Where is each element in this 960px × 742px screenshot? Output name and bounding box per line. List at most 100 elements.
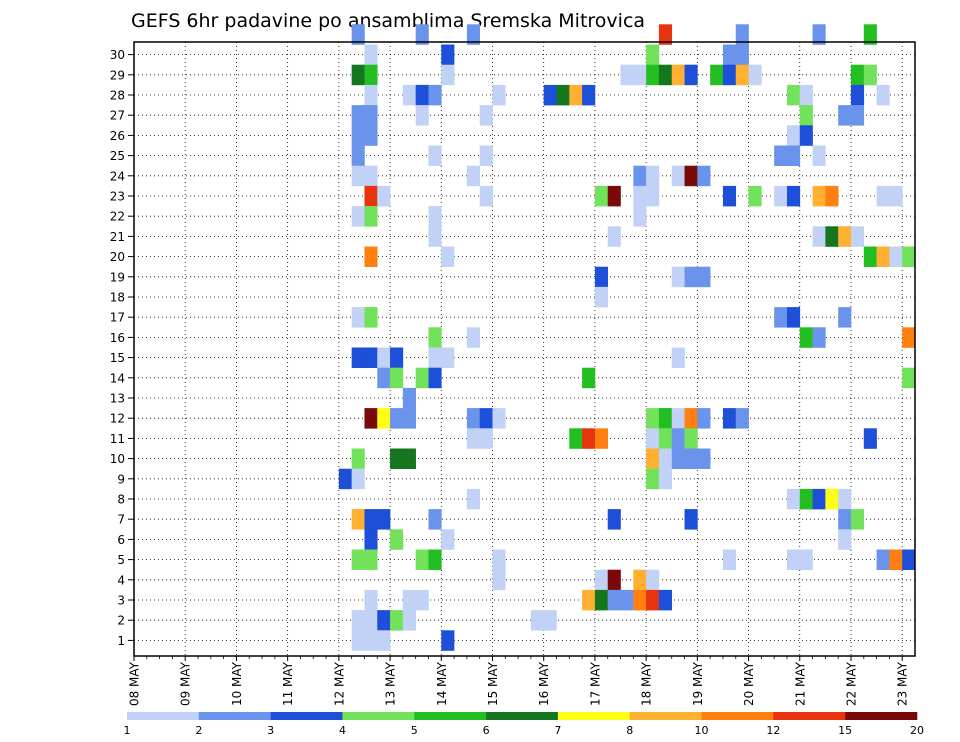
y-tick-label: 27 <box>110 109 125 123</box>
heatmap-cell <box>902 246 916 267</box>
heatmap-cell <box>620 64 634 86</box>
heatmap-cell <box>351 509 365 530</box>
heatmap-cell <box>671 347 685 368</box>
heatmap-cell <box>402 589 416 611</box>
heatmap-cell <box>428 206 442 227</box>
heatmap-cell <box>633 569 647 591</box>
heatmap-cell <box>684 64 698 86</box>
heatmap-cell <box>722 44 737 65</box>
heatmap-cell <box>530 610 544 631</box>
heatmap-cell <box>402 84 416 106</box>
heatmap-cell <box>799 327 813 348</box>
heatmap-cell <box>786 185 801 207</box>
x-tick-label: 08 MAY <box>128 661 142 706</box>
legend-swatch <box>557 712 631 720</box>
heatmap-cell <box>402 408 416 429</box>
heatmap-cell <box>697 266 711 288</box>
heatmap-cell <box>646 408 660 429</box>
x-tick-label: 15 MAY <box>486 661 500 706</box>
heatmap-cell <box>364 509 378 530</box>
heatmap-cell <box>710 64 724 86</box>
x-tick-label: 13 MAY <box>384 661 398 706</box>
legend-label: 10 <box>695 724 709 737</box>
heatmap-cell <box>658 448 673 469</box>
x-tick-label: 11 MAY <box>281 661 295 706</box>
heatmap-cell <box>582 84 596 106</box>
heatmap-cell <box>607 185 621 207</box>
heatmap-cell <box>377 367 391 389</box>
heatmap-cell <box>684 165 698 187</box>
y-tick-label: 2 <box>117 614 125 628</box>
heatmap-cell <box>658 408 673 429</box>
y-axis: 1234567891011121314151617181920212223242… <box>110 48 134 648</box>
heatmap-cell <box>415 549 429 570</box>
heatmap-cell <box>799 84 813 106</box>
heatmap-cell <box>594 286 609 308</box>
heatmap-cell <box>594 266 609 288</box>
heatmap-cell <box>415 84 429 106</box>
legend-label: 7 <box>554 724 561 737</box>
heatmap-cell <box>607 569 621 591</box>
heatmap-cell <box>543 610 557 631</box>
heatmap-cell <box>364 246 378 267</box>
heatmap-cell <box>902 367 916 389</box>
heatmap-cell <box>607 509 621 530</box>
y-tick-label: 21 <box>110 230 125 244</box>
heatmap-cell <box>466 165 480 187</box>
heatmap-cell <box>671 408 685 429</box>
legend-label: 20 <box>910 724 924 737</box>
y-tick-label: 1 <box>117 634 125 648</box>
heatmap-cell <box>364 549 378 570</box>
heatmap-cell <box>492 84 506 106</box>
y-tick-label: 9 <box>117 472 125 486</box>
heatmap-cell <box>646 64 660 86</box>
heatmap-cell <box>850 105 865 126</box>
heatmap-cell <box>594 569 609 591</box>
heatmap-cell <box>351 610 365 631</box>
heatmap-cell <box>799 488 813 510</box>
legend-swatch <box>486 712 559 720</box>
heatmap-cell <box>351 468 365 490</box>
legend-swatch <box>773 712 846 720</box>
heatmap-cell <box>377 610 391 631</box>
heatmap-cell <box>351 206 365 227</box>
y-tick-label: 5 <box>117 553 125 567</box>
heatmap-cell <box>364 347 378 368</box>
legend-swatch <box>701 712 774 720</box>
legend-swatch <box>414 712 487 720</box>
heatmap-cell <box>850 84 865 106</box>
legend-label: 4 <box>339 724 346 737</box>
heatmap-cell <box>466 24 480 45</box>
heatmap-cell <box>697 165 711 187</box>
heatmap-cell <box>799 125 813 146</box>
heatmap-cell <box>351 549 365 570</box>
heatmap-cell <box>786 488 801 510</box>
heatmap-cell <box>364 64 378 86</box>
heatmap-cell <box>364 408 378 429</box>
y-tick-label: 18 <box>110 291 125 305</box>
heatmap-cell <box>428 509 442 530</box>
heatmap-cell <box>428 226 442 247</box>
heatmap-cell <box>697 408 711 429</box>
heatmap-cell <box>748 185 762 207</box>
heatmap-cell <box>671 64 685 86</box>
heatmap-cell <box>722 64 737 86</box>
heatmap-cell <box>658 468 673 490</box>
y-tick-label: 13 <box>110 392 125 406</box>
heatmap-cell <box>633 589 647 611</box>
heatmap-cell <box>377 408 391 429</box>
heatmap-cell <box>825 226 839 247</box>
heatmap-cell <box>812 145 826 166</box>
heatmap-cell <box>351 145 365 166</box>
x-tick-label: 16 MAY <box>537 661 551 706</box>
heatmap-cell <box>351 125 365 146</box>
heatmap-cell <box>889 549 903 570</box>
heatmap-cell <box>684 509 698 530</box>
heatmap-cell <box>582 428 596 449</box>
heatmap-cell <box>364 125 378 146</box>
heatmap-cell <box>722 549 737 570</box>
heatmap-cell <box>838 529 852 550</box>
heatmap-cell <box>838 509 852 530</box>
y-tick-label: 28 <box>110 89 125 103</box>
heatmap-cell <box>633 165 647 187</box>
